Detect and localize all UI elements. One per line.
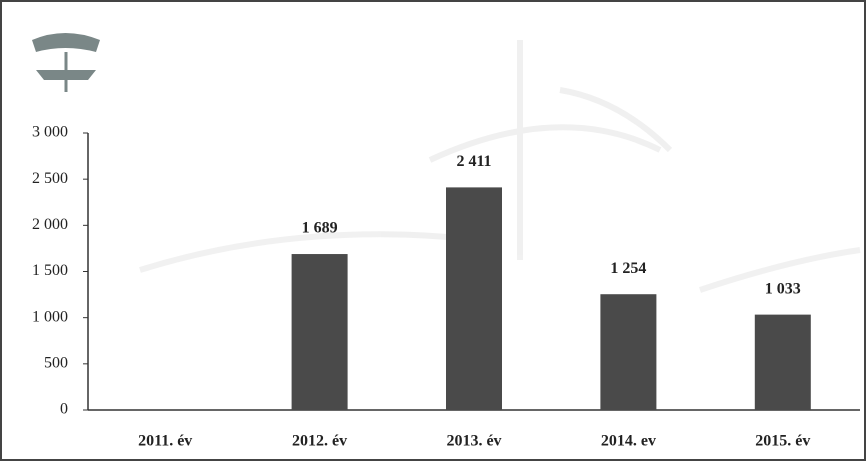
y-tick-label: 500 [44,355,68,372]
value-label: 1 254 [610,260,646,277]
x-tick-label: 2013. év [446,433,501,450]
bar [446,187,502,410]
y-tick-label: 2 500 [32,170,68,187]
background-decoration [139,40,861,293]
logo [32,33,100,92]
bar [754,314,811,410]
y-tick-label: 1 500 [32,262,68,279]
y-tick-label: 3 000 [32,124,68,141]
x-tick-label: 2015. év [755,433,810,450]
x-tick-label: 2014. ev [601,433,656,450]
x-tick-label: 2012. év [292,433,347,450]
bar [600,294,657,410]
y-tick-label: 2 000 [32,216,68,233]
value-label: 1 033 [765,280,801,297]
bar [291,254,348,410]
y-tick-label: 0 [60,401,68,418]
value-label: 2 411 [456,153,491,170]
x-tick-label: 2011. év [138,433,192,450]
value-label: 1 689 [302,220,338,237]
y-tick-label: 1 000 [32,308,68,325]
